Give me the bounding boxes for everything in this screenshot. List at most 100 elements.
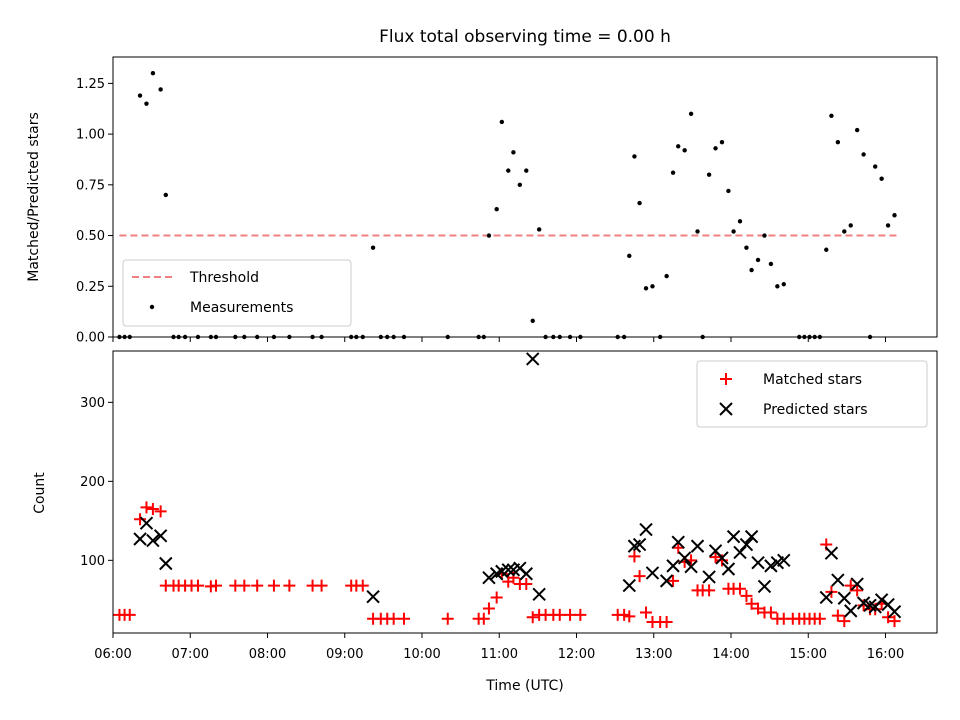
matched-star-point [628, 550, 641, 563]
measurement-point [486, 233, 492, 238]
predicted-star-point [684, 559, 698, 574]
measurement-point [536, 227, 542, 232]
measurement-point [768, 261, 774, 267]
matched-star-point [851, 584, 864, 597]
measurement-point [744, 245, 749, 250]
count-panel: Count Time (UTC) 100 200 300 06:00 07:00 08:0… [32, 350, 938, 694]
matched-star-point [210, 579, 222, 592]
measurement-point [499, 119, 505, 125]
predicted-star-point [887, 604, 902, 619]
predicted-star-point [715, 551, 729, 565]
legend-entry-threshold: Threshold [189, 270, 259, 286]
measurement-point [892, 213, 897, 218]
matched-star-point [888, 615, 901, 628]
measurement-point [842, 229, 847, 234]
measurement-point [879, 176, 884, 181]
matched-star-point [764, 606, 777, 619]
measurement-point [848, 223, 853, 228]
measurement-point [688, 111, 694, 117]
measurement-point [494, 206, 499, 212]
ratio-legend: Threshold Measurements [122, 259, 352, 327]
matched-star-point [238, 579, 251, 592]
predicted-star-point [764, 559, 778, 573]
matched-star-point [191, 579, 204, 592]
x-tick-label: 16:00 [867, 647, 904, 662]
predicted-star-point [824, 546, 839, 560]
matched-star-point [387, 612, 400, 625]
measurement-point [695, 229, 700, 234]
matched-star-point [745, 597, 758, 610]
y-tick-label: 0.50 [76, 229, 105, 244]
matched-star-point [140, 501, 153, 514]
x-tick-label: 07:00 [172, 647, 209, 662]
x-tick-label: 15:00 [790, 647, 827, 662]
measurement-point [682, 148, 687, 153]
matched-star-point [154, 505, 167, 518]
matched-star-point [623, 610, 636, 623]
matched-star-point [146, 502, 159, 515]
matched-star-point [838, 615, 851, 628]
matched-star-point [672, 541, 685, 554]
predicted-star-point [519, 567, 533, 581]
measurement-point [861, 152, 866, 157]
matched-star-point [633, 570, 646, 583]
predicted-star-point [666, 559, 680, 573]
measurement-point [713, 146, 718, 151]
count-plot-area: 100 200 300 06:00 07:00 08:00 09:00 10:00 11:00 1… [80, 352, 904, 662]
matched-star-point [251, 579, 264, 592]
predicted-star-point [777, 553, 791, 568]
matched-star-point [134, 513, 147, 526]
measurement-point [506, 168, 511, 173]
measurement-point [873, 164, 878, 169]
legend-entry-predicted: Predicted stars [763, 402, 868, 418]
matched-star-point [640, 606, 653, 619]
matched-star-point [553, 608, 566, 621]
predicted-star-point [632, 537, 647, 552]
matched-star-point [356, 579, 369, 592]
matched-star-point [123, 608, 136, 621]
ratio-plot-area: 0.00 0.25 0.50 0.75 1.00 1.25 [76, 71, 899, 346]
predicted-star-point [721, 562, 736, 576]
count-legend: Matched stars Predicted stars [696, 360, 928, 428]
y-tick-label: 0.75 [76, 178, 105, 193]
measurement-point [731, 229, 736, 234]
predicted-star-point [622, 578, 636, 593]
measurement-point [637, 200, 642, 206]
measurement-point [835, 140, 841, 145]
predicted-star-point [757, 579, 772, 594]
predicted-star-point [532, 587, 546, 602]
x-axis-label: Time (UTC) [485, 678, 563, 694]
predicted-star-point [526, 352, 540, 366]
predicted-star-point [366, 589, 380, 604]
x-tick-label: 11:00 [481, 647, 518, 662]
x-tick-label: 12:00 [558, 647, 595, 662]
predicted-star-point [639, 522, 653, 537]
measurements-legend-swatch [149, 304, 155, 310]
predicted-star-point [482, 570, 496, 585]
measurement-point [524, 168, 529, 173]
measurement-point [517, 182, 523, 188]
predicted-star-point [659, 574, 674, 588]
matched-star-point [813, 612, 826, 625]
predicted-star-point [733, 545, 747, 560]
matched-star-point [831, 609, 844, 622]
predicted-star-point [819, 590, 833, 605]
matched-star-point [857, 599, 870, 612]
matched-star-point [315, 579, 328, 592]
predicted-star-point [726, 529, 741, 544]
measurement-point [144, 101, 149, 106]
measurement-point [530, 318, 535, 323]
predicted-star-point [744, 529, 759, 544]
measurement-point [163, 192, 168, 198]
matched-star-point [564, 608, 577, 621]
measurement-point [643, 286, 649, 291]
matched-star-point [709, 551, 722, 564]
matched-star-point [660, 615, 673, 628]
predicted-star-point [139, 516, 154, 530]
predicted-star-point [844, 604, 858, 618]
measurement-point [755, 257, 761, 263]
measurement-point [370, 245, 376, 250]
measurement-point [627, 253, 632, 259]
